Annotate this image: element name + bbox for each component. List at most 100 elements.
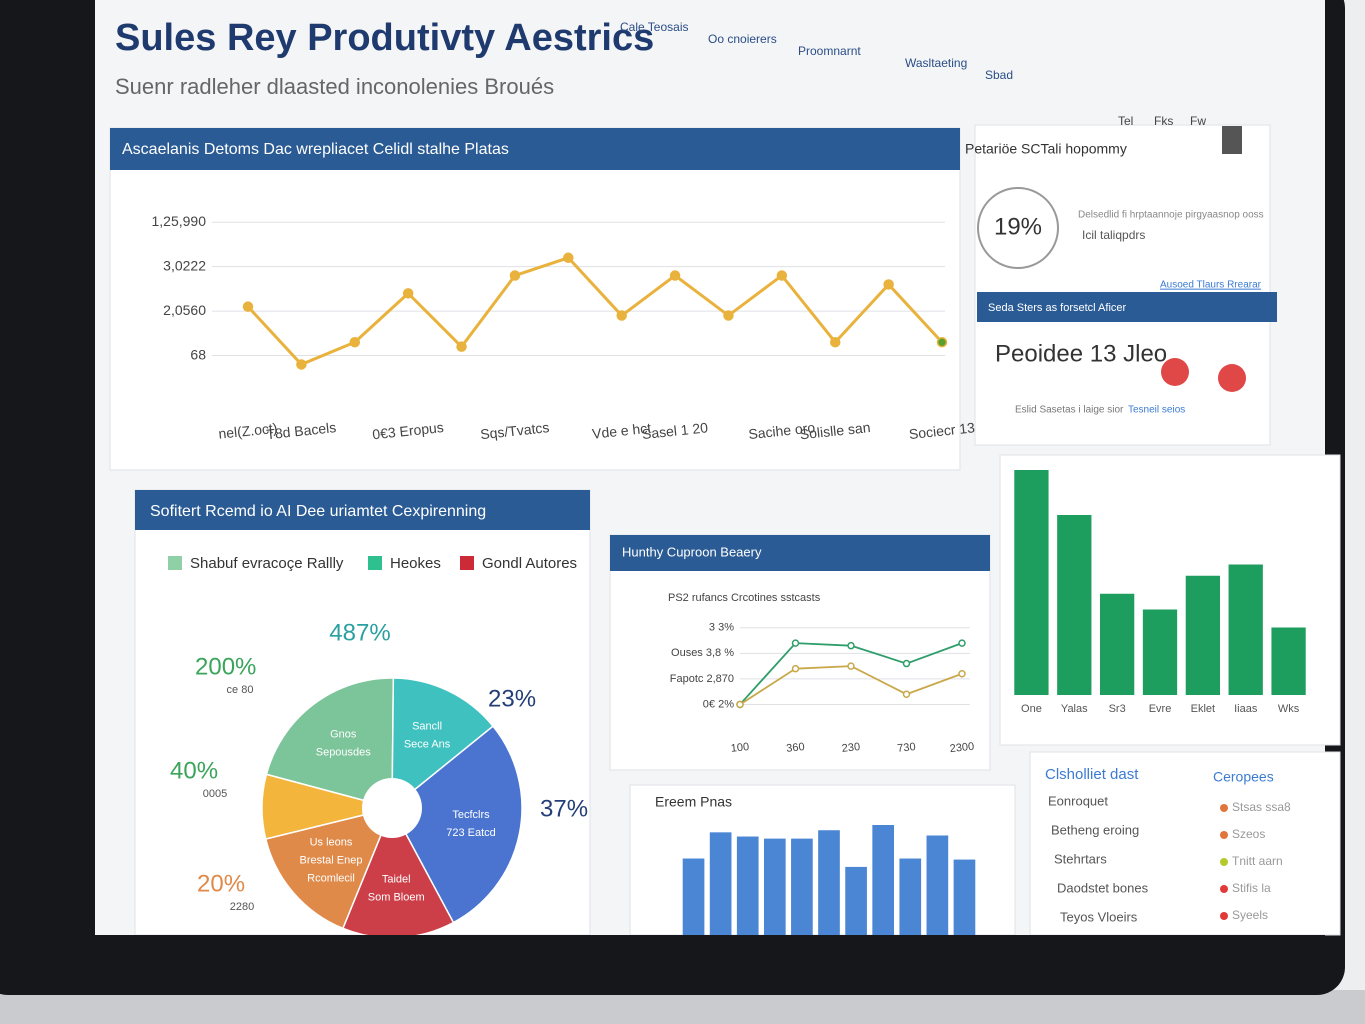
x-tick-label: T8d Bacels bbox=[266, 419, 337, 442]
side-panel bbox=[974, 124, 1271, 446]
nav-item[interactable]: Oo cnoierers bbox=[708, 32, 777, 46]
bar bbox=[682, 858, 705, 935]
y-tick-label: 3,0222 bbox=[163, 257, 206, 273]
bar bbox=[1014, 470, 1049, 695]
toolbar-item[interactable]: Tel bbox=[1118, 114, 1133, 128]
x-tick-label: Sasel 1 20 bbox=[641, 419, 709, 442]
data-point bbox=[509, 270, 521, 281]
list-item: Stehrtars bbox=[1054, 851, 1107, 866]
list-item: Daodstet bones bbox=[1057, 880, 1149, 895]
bar bbox=[1100, 593, 1135, 695]
slice-label: Sancll bbox=[412, 720, 442, 732]
gauge-text: Delsedlid fi hrptaannoje pirgyaasnop oos… bbox=[1078, 210, 1264, 221]
nav-item[interactable]: Wasltaeting bbox=[905, 56, 967, 70]
y-tick-label: 1,25,990 bbox=[152, 213, 207, 229]
bar bbox=[845, 866, 867, 935]
side-section-bar bbox=[977, 292, 1277, 322]
panel-title: Petariöe SCTali hopommy bbox=[965, 141, 1127, 157]
annotation: 37% bbox=[540, 795, 588, 822]
tab[interactable]: Tesneil seios bbox=[1128, 405, 1185, 416]
legend-label: Gondl Autores bbox=[482, 555, 577, 572]
bar bbox=[1057, 515, 1092, 695]
annotation-note: ce 80 bbox=[227, 684, 254, 696]
bar bbox=[899, 858, 922, 935]
x-tick-label: 230 bbox=[841, 741, 861, 755]
bar bbox=[763, 838, 786, 935]
tab[interactable]: Eslid Sasetas i laige sior bbox=[1015, 405, 1124, 416]
data-point bbox=[902, 690, 911, 698]
data-point bbox=[958, 670, 966, 678]
status-dot bbox=[1220, 912, 1228, 920]
data-point bbox=[349, 336, 361, 348]
action-button[interactable] bbox=[1161, 358, 1189, 386]
link[interactable]: Ausoed Tlaurs Rrearar bbox=[1160, 280, 1262, 291]
y-tick-label: Fapotc 2,870 bbox=[670, 673, 734, 685]
avatar[interactable] bbox=[1222, 126, 1242, 154]
nav-item[interactable]: Proomnarnt bbox=[798, 44, 861, 58]
monitor-base bbox=[0, 990, 1365, 1024]
x-tick-label: Vde e hct bbox=[591, 420, 652, 442]
card-title: Hunthy Cuproon Beaery bbox=[622, 544, 762, 559]
annotation: 40% bbox=[170, 757, 218, 784]
card-title: Ereem Pnas bbox=[655, 794, 732, 810]
action-button[interactable] bbox=[1218, 364, 1246, 392]
data-point bbox=[791, 639, 800, 647]
bar bbox=[709, 832, 732, 935]
bar bbox=[1185, 575, 1220, 695]
annotation: 20% bbox=[197, 870, 245, 897]
toolbar-item[interactable]: Fks bbox=[1154, 114, 1173, 128]
slice-label: Taidel bbox=[382, 873, 411, 885]
x-tick-label: 100 bbox=[730, 741, 750, 755]
x-tick-label: 360 bbox=[786, 741, 806, 755]
list-item: Eonroquet bbox=[1048, 793, 1108, 808]
list-item: Stsas ssa8 bbox=[1232, 800, 1291, 814]
data-point bbox=[736, 700, 744, 709]
status-dot bbox=[1220, 858, 1228, 866]
x-tick-label: Sociecr 13 bbox=[908, 419, 976, 442]
x-tick-label: 0€3 Eropus bbox=[372, 419, 445, 442]
data-point bbox=[402, 288, 414, 299]
list-item: Tnitt aarn bbox=[1232, 854, 1283, 868]
pie-slice bbox=[264, 806, 394, 930]
status-dot bbox=[1220, 831, 1228, 839]
stat: Peoidee 13 Jleo bbox=[995, 340, 1167, 367]
legend-label: Heokes bbox=[390, 555, 441, 572]
x-tick-label: Sacihe oro bbox=[748, 419, 816, 442]
line-path bbox=[246, 256, 944, 367]
annotation: 200% bbox=[195, 653, 256, 680]
x-tick-label: Wks bbox=[1278, 703, 1300, 715]
data-point bbox=[847, 662, 855, 670]
slice-label: Tecfclrs bbox=[452, 809, 490, 821]
y-tick-label: 2,0560 bbox=[163, 302, 206, 318]
card-title: Ascaelanis Detoms Dac wrepliacet Celidl … bbox=[122, 141, 509, 158]
list-title: Ceropees bbox=[1213, 769, 1274, 785]
slice-label: 723 Eatcd bbox=[446, 827, 496, 839]
nav-item[interactable]: Cale Teosais bbox=[620, 20, 688, 34]
bar bbox=[953, 859, 976, 935]
data-point bbox=[563, 252, 574, 264]
x-tick-label: Sr3 bbox=[1109, 703, 1126, 715]
data-point bbox=[456, 341, 467, 352]
data-point bbox=[936, 336, 948, 348]
data-point bbox=[242, 301, 254, 312]
data-point bbox=[883, 279, 894, 290]
legend-swatch bbox=[168, 556, 182, 570]
slice-label: Us leons bbox=[310, 837, 353, 849]
data-point bbox=[847, 641, 855, 650]
y-tick-label: 0€ 2% bbox=[703, 698, 734, 710]
bezel-bottom bbox=[95, 935, 1325, 990]
toolbar-item[interactable]: Fw bbox=[1190, 114, 1206, 128]
page-title: Sules Rey Produtivty Aestrics bbox=[115, 17, 654, 59]
small-line-card bbox=[609, 534, 991, 771]
data-point bbox=[902, 659, 911, 668]
x-tick-label: Eklet bbox=[1191, 703, 1215, 715]
x-tick-label: Iiaas bbox=[1234, 703, 1258, 715]
x-tick-label: Solislle san bbox=[799, 419, 871, 442]
data-point bbox=[616, 310, 627, 321]
legend-label: Shabuf evracoçe Rallly bbox=[190, 555, 344, 572]
list-item: Betheng eroing bbox=[1051, 822, 1139, 837]
list-card bbox=[1029, 751, 1341, 936]
nav-item[interactable]: Sbad bbox=[985, 68, 1013, 82]
